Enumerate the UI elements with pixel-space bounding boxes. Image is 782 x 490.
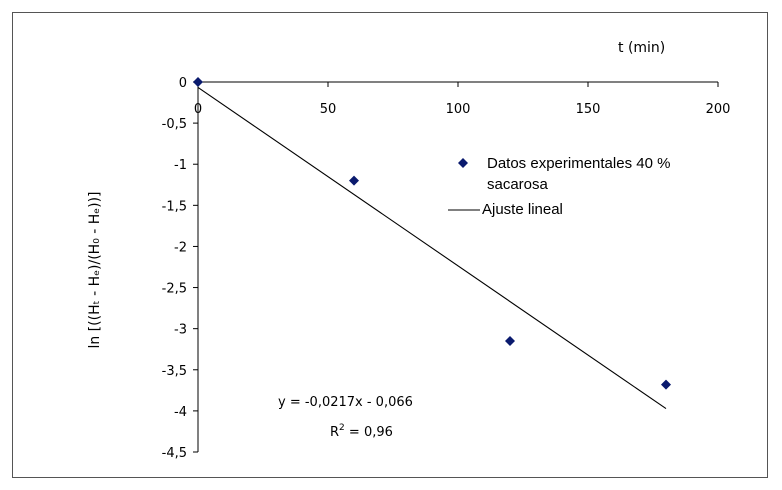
data-point-diamond — [661, 379, 671, 390]
data-point-diamond — [193, 77, 203, 87]
data-point-diamond — [349, 175, 359, 186]
y-axis-title: ln [((Hₜ - Hₑ)/(H₀ - Hₑ))] — [87, 191, 103, 348]
r2-suffix: = 0,96 — [345, 425, 393, 440]
y-tick-label: -4,5 — [162, 446, 187, 461]
legend-label-fit: Ajuste lineal — [482, 201, 563, 218]
equation-label: y = -0,0217x - 0,066 — [278, 395, 413, 410]
r2-superscript: 2 — [339, 423, 345, 433]
x-tick-label: 100 — [446, 102, 471, 117]
x-tick-label: 200 — [706, 102, 731, 117]
y-tick-label: -1,5 — [162, 199, 187, 214]
legend-label-experimental-line2: sacarosa — [487, 176, 549, 193]
x-tick-label: 0 — [194, 102, 202, 117]
x-tick-label: 50 — [320, 102, 337, 117]
y-tick-label: -0,5 — [162, 117, 187, 132]
y-tick-label: -2,5 — [162, 282, 187, 297]
y-tick-label: -2 — [174, 240, 187, 255]
legend-label-experimental-line1: Datos experimentales 40 % — [487, 155, 670, 172]
y-tick-label: 0 — [179, 76, 187, 91]
x-tick-label: 150 — [576, 102, 601, 117]
x-axis-title: t (min) — [618, 40, 665, 56]
y-tick-label: -1 — [174, 158, 187, 173]
legend: Datos experimentales 40 % sacarosa Ajust… — [448, 155, 670, 218]
data-point-diamond — [505, 336, 515, 346]
legend-marker-diamond — [458, 158, 468, 168]
y-tick-label: -3,5 — [162, 364, 187, 379]
ticks: 0 50 100 150 200 0 -0,5 -1 -1,5 -2 -2,5 -3 -3,5 -4 -4,… — [162, 76, 731, 461]
marks — [193, 77, 671, 410]
fit-line — [197, 86, 667, 410]
y-tick-label: -4 — [174, 405, 187, 420]
chart-frame — [12, 12, 768, 478]
axes — [197, 81, 718, 452]
y-tick-label: -3 — [174, 323, 187, 338]
r2-label: R2 = 0,96 — [330, 423, 393, 440]
r2-prefix: R — [330, 425, 339, 440]
